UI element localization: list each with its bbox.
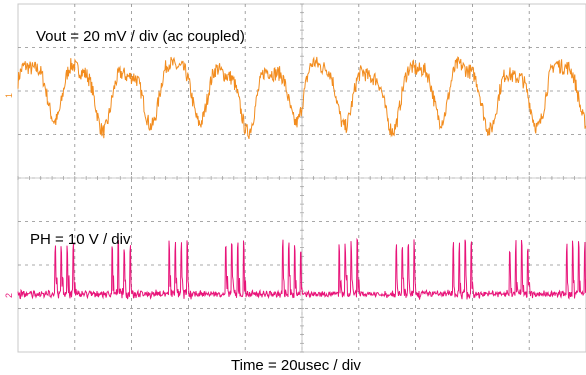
- channel-1-marker: 1: [4, 93, 14, 98]
- trace-layer: [17, 56, 586, 300]
- ph-annotation: PH = 10 V / div: [30, 231, 131, 248]
- graticule: [17, 3, 586, 353]
- vout-annotation: Vout = 20 mV / div (ac coupled): [36, 28, 245, 45]
- channel-2-marker: 2: [4, 293, 14, 298]
- ph-trace: [17, 237, 586, 300]
- x-axis-label: Time = 20usec / div: [231, 357, 361, 374]
- vout-trace: [17, 56, 586, 140]
